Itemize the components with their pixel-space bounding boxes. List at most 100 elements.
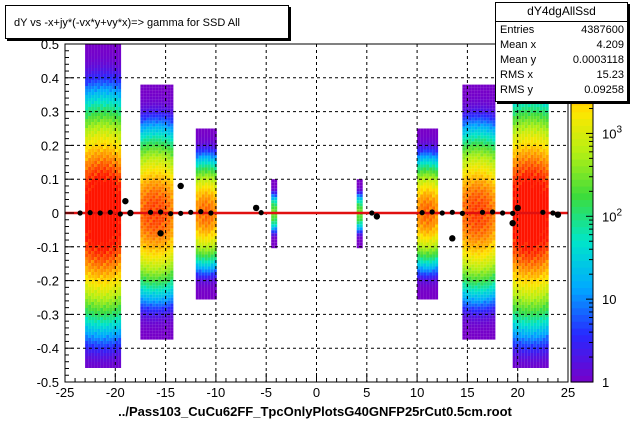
stats-box: dY4dgAllSsd Entries 4387600 Mean x 4.209… — [495, 2, 628, 102]
profile-point — [117, 211, 123, 217]
y-tick-label: 0.5 — [41, 37, 59, 52]
colorbar-segment — [571, 206, 593, 214]
stats-row-mean-x: Mean x 4.209 — [500, 39, 624, 54]
profile-point — [198, 209, 204, 215]
x-tick-label: -15 — [156, 385, 175, 400]
colorbar-segment — [571, 138, 593, 146]
colorbar-segment — [571, 355, 593, 363]
x-tick-label: 25 — [561, 385, 575, 400]
colorbar-segment — [571, 219, 593, 228]
y-tick-label: 0.3 — [41, 105, 59, 120]
colorbar-segment — [571, 260, 593, 268]
x-tick-label: -25 — [56, 385, 75, 400]
colorbar-segment — [571, 165, 593, 174]
colorbar-segment — [571, 145, 593, 153]
stats-value: 0.0003118 — [572, 54, 624, 66]
profile-point — [429, 209, 435, 215]
colorbar-segment — [571, 213, 593, 221]
profile-point — [77, 210, 83, 216]
profile-point — [97, 210, 103, 216]
x-tick-label: 15 — [460, 385, 474, 400]
colorbar-segment — [571, 375, 593, 383]
profile-point — [157, 209, 164, 215]
colorbar-segment — [571, 226, 593, 234]
colorbar-segment — [571, 294, 593, 302]
colorbar-segment — [571, 334, 593, 343]
colorbar-segment — [571, 368, 593, 376]
stats-value: 4.209 — [596, 39, 624, 51]
colorbar-segment — [571, 253, 593, 261]
profile-point — [550, 210, 556, 216]
colorbar-segment — [571, 125, 593, 133]
colorbar-segment — [571, 199, 593, 207]
axes: -25 -20 -15 -10 -5 0 5 10 15 20 25 -0.5 -0.4 -0.3 -0.2… — [37, 37, 576, 400]
colorbar-segment — [571, 327, 593, 336]
profile-point — [369, 210, 375, 216]
stats-key: Mean y — [500, 54, 537, 66]
profile-point — [500, 210, 506, 216]
y-tick-label: 0.1 — [41, 172, 59, 187]
colorbar-segment — [571, 300, 593, 309]
profile-point — [87, 210, 93, 216]
heatmap-band — [417, 128, 439, 300]
stats-key: Entries — [500, 24, 535, 36]
stats-key: Mean x — [500, 39, 537, 51]
heatmap-band — [85, 44, 122, 368]
outlier-point — [373, 213, 381, 220]
colorbar-segment — [571, 111, 593, 119]
stats-key: RMS x — [500, 69, 533, 81]
colorbar-segment — [571, 267, 593, 275]
colorbar-segment — [571, 314, 593, 322]
outlier-point — [127, 209, 134, 217]
profile-point — [510, 210, 516, 216]
outlier-point — [252, 204, 260, 212]
colorbar-segment — [571, 246, 593, 255]
outlier-point — [449, 235, 456, 242]
colorbar-segment — [571, 348, 593, 356]
y-tick-label: -0.2 — [37, 274, 59, 289]
colorbar-segment — [571, 104, 593, 113]
colorbar-segment — [571, 273, 593, 282]
y-tick-label: 0 — [52, 206, 59, 221]
profile-point — [168, 211, 174, 217]
profile-point — [540, 209, 546, 215]
profile-point — [208, 210, 214, 216]
colorbar-segment — [571, 321, 593, 329]
profile-point — [419, 210, 425, 216]
profile-point — [449, 209, 455, 215]
colorbar-tick-exponent: 3 — [616, 124, 622, 135]
y-tick-label: -0.4 — [37, 341, 59, 356]
stats-value: 0.09258 — [584, 84, 624, 96]
stats-value: 4387600 — [581, 24, 624, 36]
y-tick-label: -0.1 — [37, 240, 59, 255]
y-tick-label: 0.2 — [41, 138, 59, 153]
profile-point — [107, 209, 113, 215]
colorbar-segment — [571, 240, 593, 248]
profile-point — [147, 209, 154, 215]
y-tick-label: -0.5 — [37, 375, 59, 390]
colorbar-segment — [571, 179, 593, 187]
chart-title: dY vs -x+jy*(-vx*y+vy*x)=> gamma for SSD… — [14, 17, 240, 29]
colorbar-segment — [571, 152, 593, 160]
x-tick-label: -5 — [260, 385, 272, 400]
colorbar-segment — [571, 158, 593, 167]
x-axis-title: ../Pass103_CuCu62FF_TpcOnlyPlotsG40GNFP2… — [118, 404, 512, 419]
x-tick-label: 5 — [363, 385, 370, 400]
colorbar-tick-label: 1 — [602, 375, 609, 390]
colorbar-segment — [571, 287, 593, 295]
outlier-point — [554, 211, 562, 218]
x-tick-label: -20 — [106, 385, 125, 400]
colorbar-segment — [571, 131, 593, 140]
x-tick-label: 20 — [510, 385, 524, 400]
x-tick-label: 0 — [313, 385, 320, 400]
profile-point — [188, 209, 194, 215]
colorbar-segment — [571, 118, 593, 126]
profile-point — [439, 210, 445, 216]
y-tick-label: 0.4 — [41, 71, 59, 86]
stats-row-mean-y: Mean y 0.0003118 — [500, 54, 624, 69]
colorbar-segment — [571, 361, 593, 370]
outlier-point — [514, 204, 521, 212]
x-tick-label: 10 — [410, 385, 424, 400]
stats-row-entries: Entries 4387600 — [500, 24, 624, 39]
